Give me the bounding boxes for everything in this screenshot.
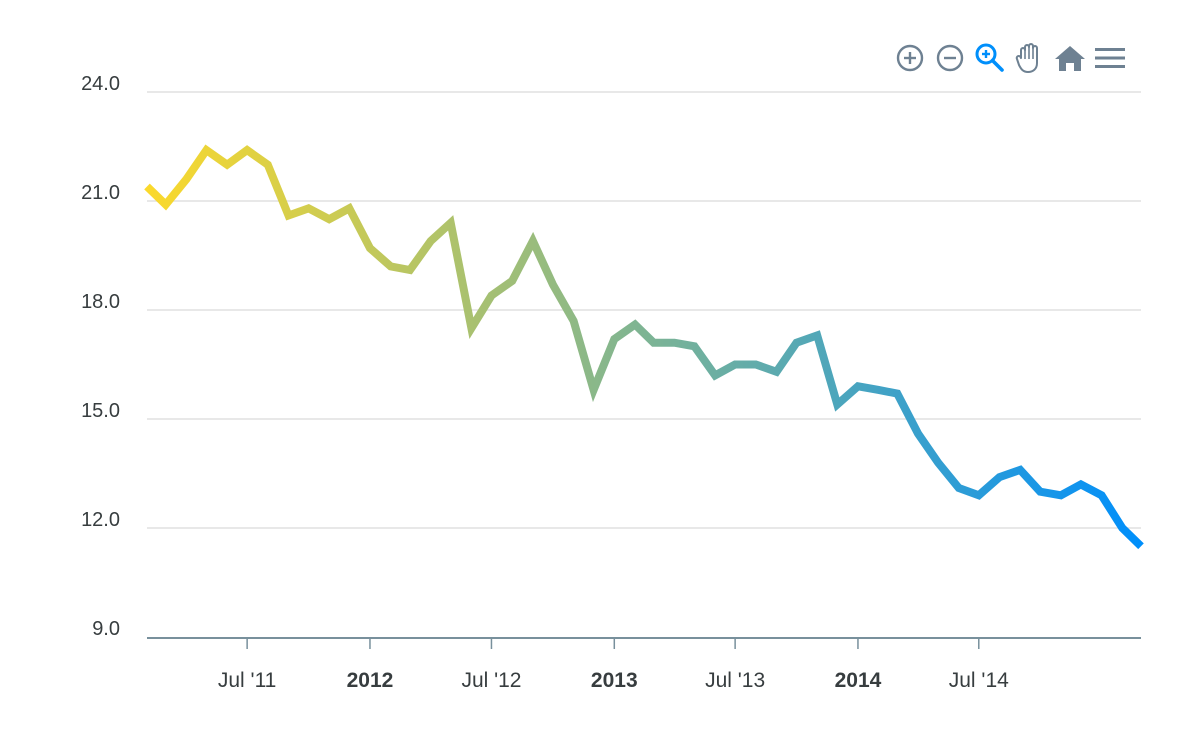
x-tick-label: 2012 xyxy=(347,669,394,692)
reset-home-icon[interactable] xyxy=(1050,38,1090,78)
plot-area xyxy=(144,144,1144,550)
y-tick-label: 24.0 xyxy=(81,73,120,95)
y-tick-label: 15.0 xyxy=(81,400,120,422)
x-tick-label: Jul '11 xyxy=(218,669,277,692)
y-tick-label: 12.0 xyxy=(81,509,120,531)
x-tick-label: Jul '12 xyxy=(461,669,521,692)
series-line xyxy=(144,144,1144,550)
y-tick-label: 9.0 xyxy=(92,618,120,640)
y-axis: 9.0 12.0 15.0 18.0 21.0 24.0 xyxy=(81,73,120,640)
grid-lines xyxy=(147,91,1141,529)
x-tick-label: 2013 xyxy=(591,669,638,692)
x-tick-label: 2014 xyxy=(835,669,882,692)
selection-zoom-icon[interactable] xyxy=(970,38,1010,78)
menu-icon[interactable] xyxy=(1090,38,1130,78)
zoom-in-icon[interactable] xyxy=(890,38,930,78)
chart-toolbar xyxy=(890,38,1130,78)
x-tick-label: Jul '13 xyxy=(705,669,765,692)
x-tick-label: Jul '14 xyxy=(949,669,1009,692)
y-tick-label: 18.0 xyxy=(81,291,120,313)
y-tick-label: 21.0 xyxy=(81,182,120,204)
pan-icon[interactable] xyxy=(1010,38,1050,78)
x-axis: Jul '11 2012 Jul '12 2013 Jul '13 2014 Jul '14 xyxy=(147,637,1141,692)
zoom-out-icon[interactable] xyxy=(930,38,970,78)
